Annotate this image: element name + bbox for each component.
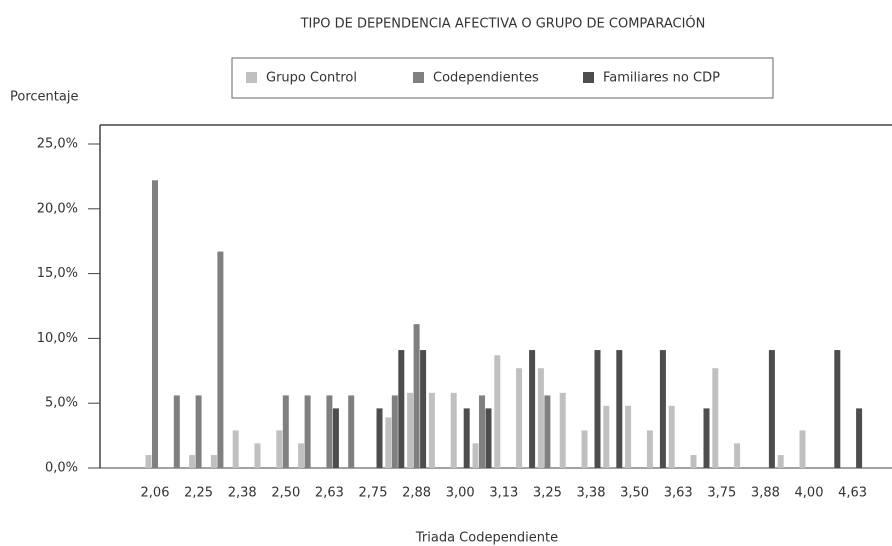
bar bbox=[195, 395, 202, 468]
bar bbox=[463, 408, 470, 468]
bar bbox=[428, 392, 435, 468]
bar bbox=[516, 368, 523, 468]
bar bbox=[472, 443, 479, 468]
bar bbox=[326, 395, 333, 468]
bar bbox=[646, 430, 653, 468]
bar bbox=[332, 408, 339, 468]
x-tick-label: 3,75 bbox=[707, 486, 736, 501]
bar bbox=[559, 392, 566, 468]
x-tick-label: 3,38 bbox=[577, 486, 606, 501]
legend-label: Grupo Control bbox=[266, 71, 357, 86]
x-tick-label: 2,50 bbox=[271, 486, 300, 501]
bar bbox=[173, 395, 180, 468]
bar bbox=[391, 395, 398, 468]
bar bbox=[398, 350, 405, 468]
y-tick-label: 15,0% bbox=[37, 266, 78, 281]
bar bbox=[690, 455, 697, 468]
x-tick-label: 4,00 bbox=[795, 486, 824, 501]
bar bbox=[581, 430, 588, 468]
bar bbox=[152, 180, 158, 468]
x-tick-label: 2,25 bbox=[184, 486, 213, 501]
legend-swatch bbox=[246, 72, 257, 83]
bar bbox=[659, 350, 666, 468]
legend-label: Familiares no CDP bbox=[603, 71, 720, 86]
x-tick-label: 2,06 bbox=[141, 486, 170, 501]
bar bbox=[734, 443, 741, 468]
x-tick-label: 2,75 bbox=[359, 486, 388, 501]
y-tick-label: 20,0% bbox=[37, 201, 78, 216]
x-tick-label: 2,63 bbox=[315, 486, 344, 501]
bar bbox=[189, 455, 196, 468]
bar bbox=[376, 408, 383, 468]
bar bbox=[348, 395, 355, 468]
bar bbox=[777, 455, 784, 468]
legend-swatch bbox=[413, 72, 424, 83]
x-tick-label: 3,63 bbox=[664, 486, 693, 501]
x-tick-label: 4,63 bbox=[838, 486, 867, 501]
bar bbox=[413, 324, 420, 468]
legend-swatch bbox=[583, 72, 594, 83]
bar bbox=[298, 443, 305, 468]
bar bbox=[856, 408, 863, 468]
bar bbox=[210, 455, 217, 468]
bar bbox=[625, 405, 632, 468]
bar bbox=[254, 443, 261, 468]
bar bbox=[834, 350, 841, 468]
bar bbox=[276, 430, 283, 468]
bar bbox=[479, 395, 485, 468]
x-tick-label: 2,88 bbox=[402, 486, 431, 501]
legend-label: Codependientes bbox=[433, 71, 539, 86]
bar bbox=[232, 430, 239, 468]
bar bbox=[217, 251, 224, 468]
bar bbox=[145, 455, 152, 468]
bar bbox=[450, 392, 457, 468]
bar bbox=[768, 350, 775, 468]
bar bbox=[407, 392, 414, 468]
bar bbox=[594, 350, 601, 468]
bar bbox=[420, 350, 427, 468]
bar bbox=[385, 417, 392, 468]
legend-box bbox=[231, 57, 774, 99]
y-tick-label: 10,0% bbox=[37, 331, 78, 346]
y-tick-label: 25,0% bbox=[37, 137, 78, 152]
x-tick-label: 3,00 bbox=[446, 486, 475, 501]
x-tick-label: 2,38 bbox=[228, 486, 257, 501]
bar bbox=[537, 368, 544, 468]
bar bbox=[282, 395, 289, 468]
x-tick-label: 3,88 bbox=[751, 486, 780, 501]
bar bbox=[799, 430, 806, 468]
bar bbox=[304, 395, 311, 468]
x-tick-label: 3,50 bbox=[620, 486, 649, 501]
x-tick-label: 3,13 bbox=[489, 486, 518, 501]
x-tick-label: 3,25 bbox=[533, 486, 562, 501]
x-axis-label: Triada Codependiente bbox=[415, 531, 558, 546]
bar bbox=[494, 355, 501, 468]
y-axis-label: Porcentaje bbox=[10, 90, 78, 105]
bar bbox=[703, 408, 710, 468]
y-tick-label: 5,0% bbox=[45, 396, 78, 411]
y-tick-label: 0,0% bbox=[45, 461, 78, 476]
bar bbox=[485, 408, 492, 468]
bar bbox=[616, 350, 623, 468]
bar bbox=[712, 368, 719, 468]
chart-title: TIPO DE DEPENDENCIA AFECTIVA O GRUPO DE … bbox=[300, 16, 706, 32]
bar bbox=[544, 395, 551, 468]
bar bbox=[529, 350, 536, 468]
bar bbox=[603, 405, 610, 468]
bar bbox=[668, 405, 675, 468]
